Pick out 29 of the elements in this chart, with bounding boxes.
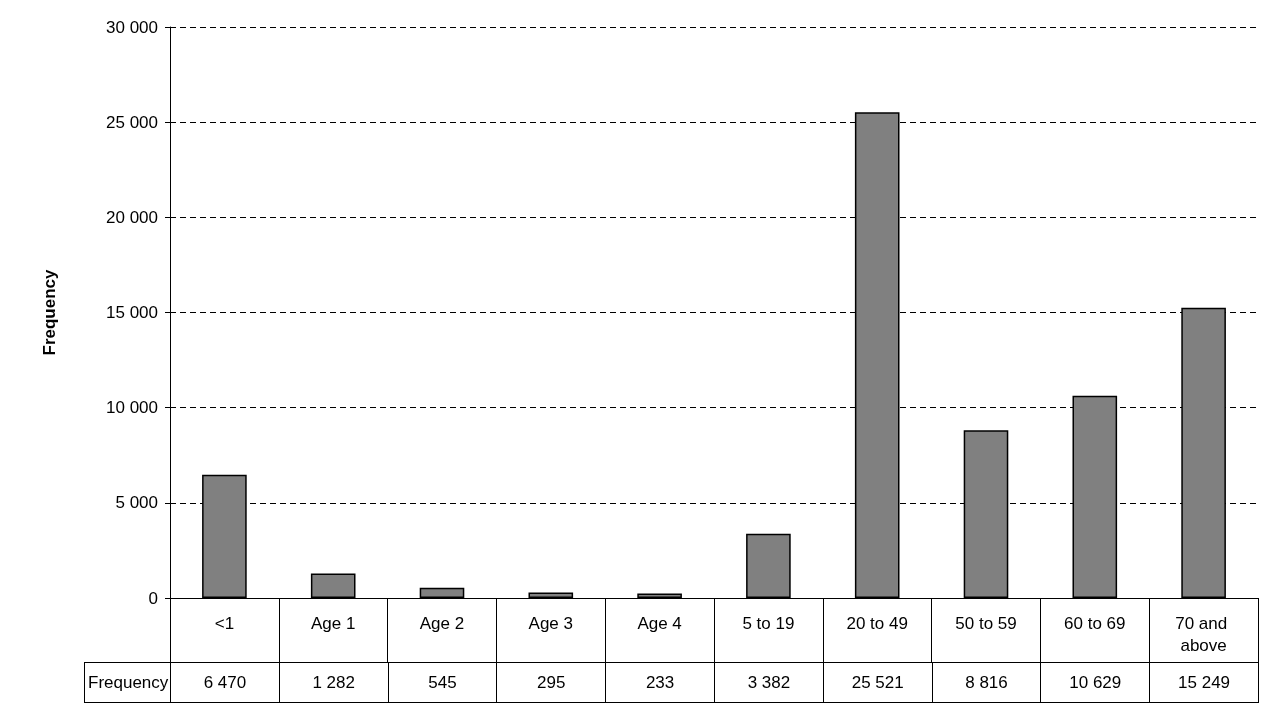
x-tick-label: 50 to 59 bbox=[955, 613, 1017, 633]
text: 25 521 bbox=[851, 673, 904, 692]
text: 233 bbox=[645, 673, 675, 692]
y-tick-label: 10 000 bbox=[106, 398, 158, 418]
y-axis-title: Frequency bbox=[40, 268, 59, 356]
x-tick-label: 20 to 49 bbox=[846, 613, 908, 633]
x-tick-label: <1 bbox=[214, 613, 235, 633]
y-tick-label: 25 000 bbox=[106, 112, 158, 132]
x-tick-label: Age 3 bbox=[528, 613, 574, 633]
text: Frequency bbox=[84, 662, 171, 703]
x-tick-label: 60 to 69 bbox=[1064, 613, 1126, 633]
text: 15 249 bbox=[1178, 673, 1231, 692]
text: 1 282 bbox=[312, 673, 355, 692]
x-tick-label: Age 2 bbox=[419, 613, 465, 633]
x-tick-label: Age 1 bbox=[310, 613, 356, 633]
text: 545 bbox=[428, 673, 457, 692]
y-tick-label: 0 bbox=[148, 588, 158, 608]
x-tick-label: 5 to 19 bbox=[742, 613, 795, 633]
x-tick-label: Age 4 bbox=[637, 613, 682, 633]
y-tick-label: 15 000 bbox=[106, 303, 158, 322]
text: 8 816 bbox=[965, 673, 1008, 692]
y-tick-label: 20 000 bbox=[106, 207, 158, 227]
text: 6 470 bbox=[203, 673, 247, 692]
x-tick-label: 70 and above bbox=[1175, 613, 1232, 655]
text: 295 bbox=[537, 673, 566, 692]
text: 3 382 bbox=[747, 673, 791, 692]
y-tick-label: 30 000 bbox=[106, 17, 158, 37]
y-tick-label: 5 000 bbox=[115, 493, 158, 513]
text: 10 629 bbox=[1069, 673, 1122, 692]
